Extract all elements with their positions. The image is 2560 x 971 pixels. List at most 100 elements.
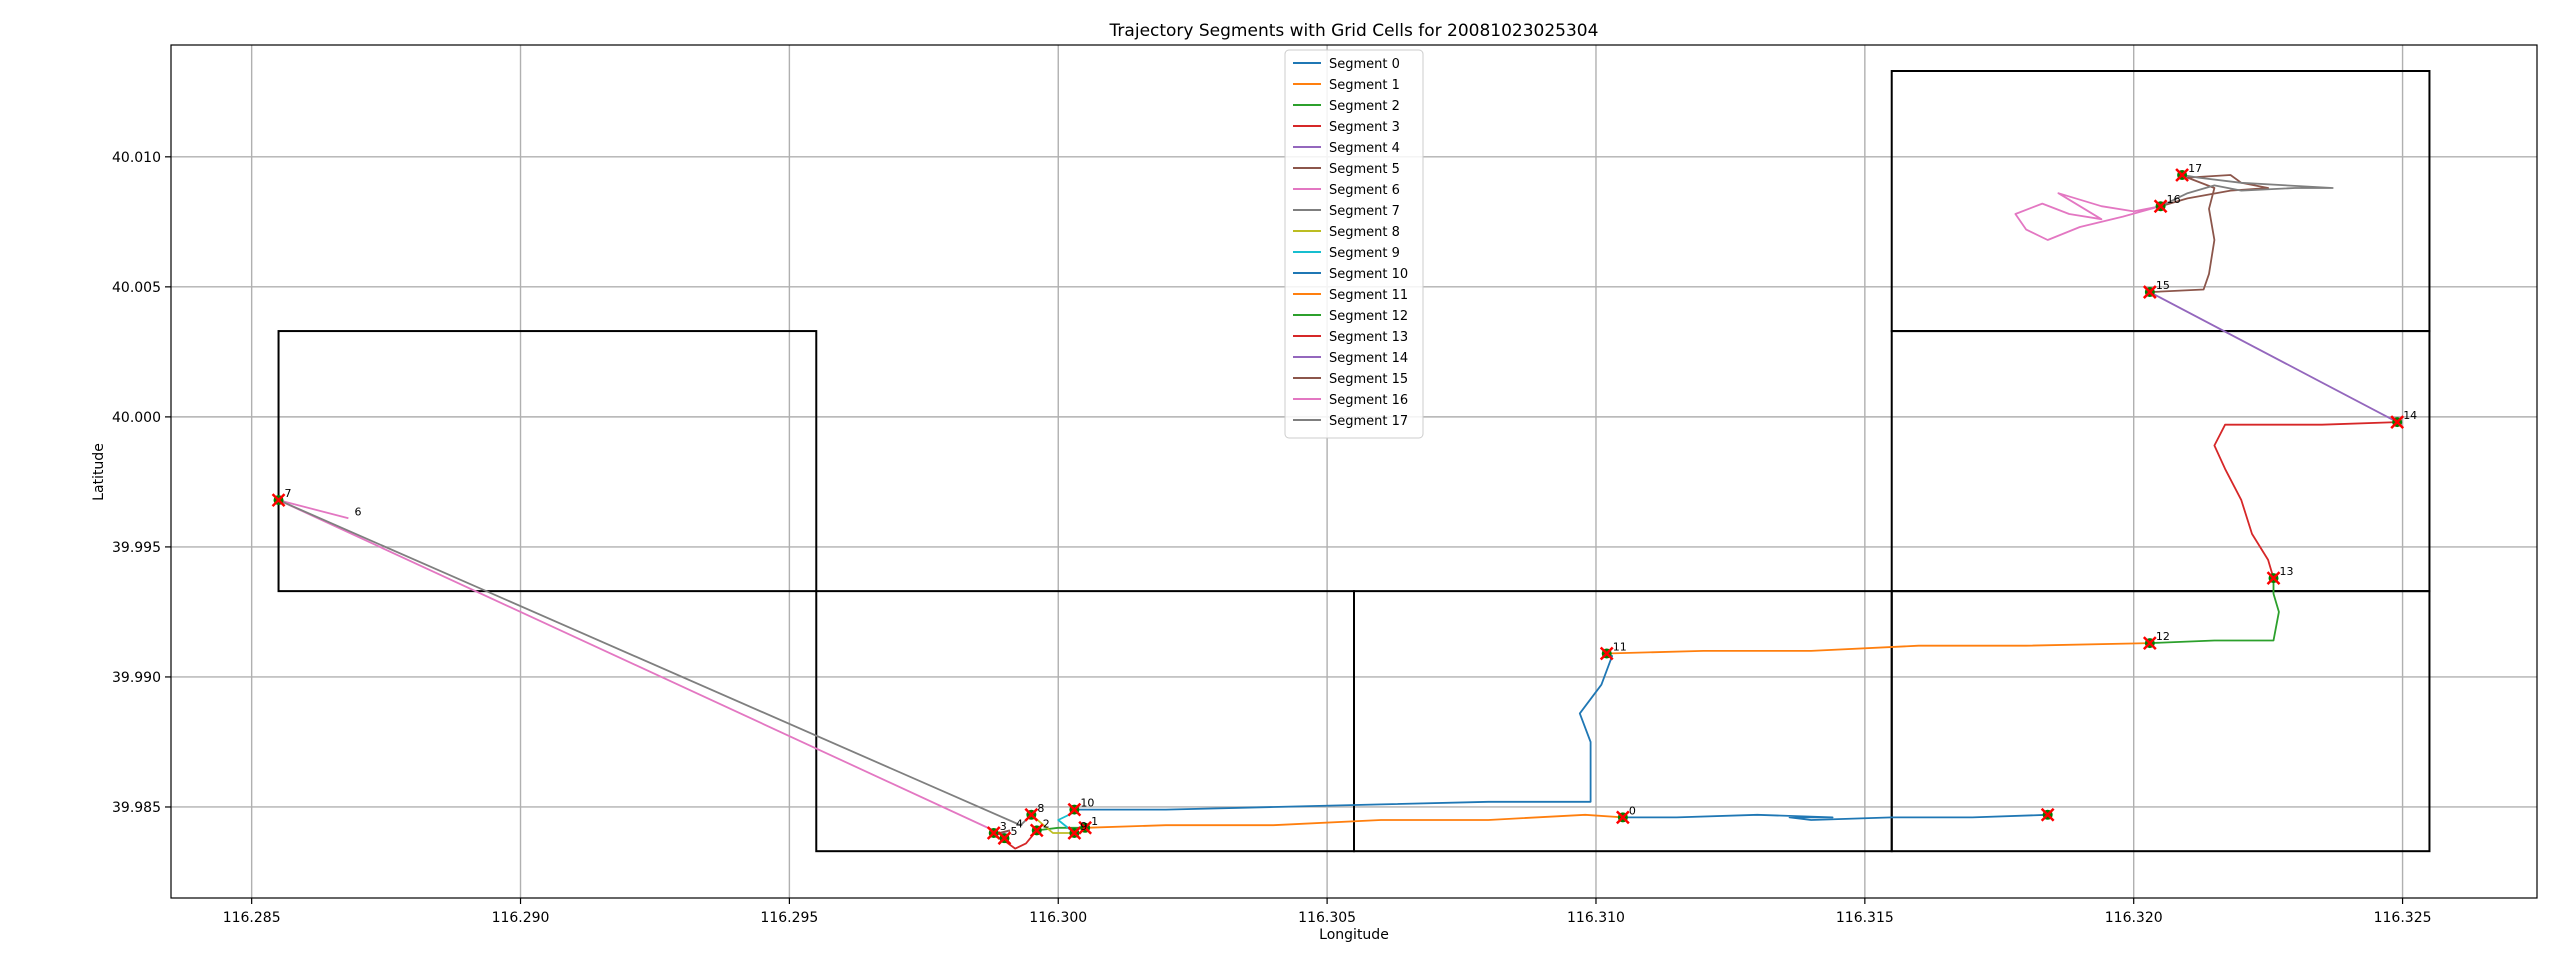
point-label-7: 7 <box>285 487 292 500</box>
point-label-3: 3 <box>1000 820 1007 833</box>
series-line-segment-12 <box>2149 578 2280 644</box>
end-marker-10 <box>2040 807 2055 822</box>
point-label-0: 0 <box>1629 804 1636 817</box>
point-label-8: 8 <box>1037 802 1044 815</box>
series-line-segment-7 <box>278 499 1033 827</box>
series-line-segment-11 <box>1606 642 2150 655</box>
series-line-segment-15 <box>2149 174 2270 293</box>
point-label-17: 17 <box>2188 162 2202 175</box>
legend-label-segment-2: Segment 2 <box>1329 99 1400 114</box>
end-marker-13 <box>2153 199 2168 214</box>
point-label-4: 4 <box>1016 817 1023 830</box>
end-marker-9 <box>1615 810 1630 825</box>
point-label-15: 15 <box>2156 279 2170 292</box>
legend-label-segment-12: Segment 12 <box>1329 309 1408 324</box>
end-marker-12 <box>2142 285 2157 299</box>
end-marker-3 <box>1024 807 1039 822</box>
point-label-6: 6 <box>354 505 361 518</box>
legend-label-segment-8: Segment 8 <box>1329 225 1400 240</box>
end-marker-0 <box>271 493 286 507</box>
end-marker-5 <box>1067 826 1082 840</box>
end-marker-4 <box>1029 823 1044 838</box>
y-tick-label: 40.005 <box>112 280 161 296</box>
y-axis-ticks: 39.985 39.990 39.995 40.000 40.005 40.010 <box>112 150 171 816</box>
x-tick-label: 116.285 <box>223 910 281 926</box>
grid-cell-5 <box>1890 70 2431 333</box>
series-line-segment-10 <box>1074 652 1613 811</box>
legend-label-segment-0: Segment 0 <box>1329 57 1400 72</box>
legend-label-segment-15: Segment 15 <box>1329 372 1408 387</box>
legend-label-segment-9: Segment 9 <box>1329 246 1400 261</box>
end-marker-1 <box>986 826 1001 840</box>
point-label-11: 11 <box>1613 641 1627 654</box>
legend-label-segment-11: Segment 11 <box>1329 288 1408 303</box>
y-tick-label: 39.990 <box>112 670 161 686</box>
point-label-2: 2 <box>1043 817 1050 830</box>
x-tick-label: 116.290 <box>492 910 550 926</box>
legend-label-segment-6: Segment 6 <box>1329 183 1400 198</box>
point-label-5: 5 <box>1010 825 1017 838</box>
point-label-1: 1 <box>1091 815 1098 828</box>
end-marker-11 <box>2142 636 2157 651</box>
x-axis-ticks: 116.285 116.290 116.295 116.300 116.305 116.3… <box>223 898 2432 926</box>
point-label-12: 12 <box>2156 630 2170 643</box>
point-label-14: 14 <box>2403 409 2417 422</box>
end-marker-15 <box>2266 571 2281 586</box>
x-tick-label: 116.300 <box>1029 910 1087 926</box>
series-line-segment-17 <box>2160 174 2334 208</box>
legend-label-segment-7: Segment 7 <box>1329 204 1400 219</box>
x-tick-label: 116.305 <box>1298 910 1356 926</box>
grid-cell-4 <box>1890 330 2431 593</box>
y-tick-label: 39.995 <box>112 540 161 556</box>
series-line-segment-16 <box>2014 192 2161 241</box>
legend-label-segment-1: Segment 1 <box>1329 78 1400 93</box>
x-axis-label: Longitude <box>1319 927 1389 943</box>
y-tick-label: 39.985 <box>112 800 161 816</box>
point-label-16: 16 <box>2167 193 2181 206</box>
series-line-segment-0 <box>1622 813 2048 821</box>
y-tick-label: 40.000 <box>112 410 161 426</box>
legend-label-segment-17: Segment 17 <box>1329 414 1408 429</box>
series-line-segment-13 <box>2213 421 2398 579</box>
point-label-10: 10 <box>1080 797 1094 810</box>
legend-label-segment-10: Segment 10 <box>1329 267 1408 282</box>
series-line-segment-1 <box>1085 813 1623 829</box>
end-marker-6 <box>1067 802 1082 817</box>
point-label-13: 13 <box>2280 565 2294 578</box>
grid-cells <box>277 70 2431 853</box>
series-line-segment-6 <box>277 499 1000 834</box>
end-marker-16 <box>2390 415 2405 429</box>
y-axis-label: Latitude <box>91 443 107 501</box>
legend: Segment 0 Segment 1 Segment 2 Segment 3 Segm… <box>1284 49 1424 439</box>
y-tick-label: 40.010 <box>112 150 161 166</box>
grid-cell-0 <box>277 330 818 593</box>
end-marker-7 <box>1078 820 1093 835</box>
end-marker-14 <box>2175 168 2189 182</box>
grid-cell-1 <box>815 590 1355 853</box>
point-label-9: 9 <box>1080 820 1087 833</box>
segment-markers <box>271 168 2405 846</box>
legend-label-segment-14: Segment 14 <box>1329 351 1408 366</box>
series-line-segment-5 <box>998 829 1011 834</box>
series-line-segment-14 <box>2149 291 2398 423</box>
end-marker-8 <box>1599 646 1614 661</box>
end-marker-2 <box>997 831 1012 846</box>
series-line-segment-8 <box>1030 814 1075 834</box>
legend-label-segment-13: Segment 13 <box>1329 330 1408 345</box>
chart-title: Trajectory Segments with Grid Cells for … <box>1109 21 1599 41</box>
grid-cell-2 <box>1353 590 1893 853</box>
x-tick-label: 116.310 <box>1567 910 1625 926</box>
legend-label-segment-16: Segment 16 <box>1329 393 1408 408</box>
plot-area-frame <box>170 44 2538 899</box>
series-line-segment-2 <box>1036 826 1086 832</box>
x-tick-label: 116.320 <box>2105 910 2163 926</box>
x-tick-label: 116.295 <box>760 910 818 926</box>
legend-label-segment-3: Segment 3 <box>1329 120 1400 135</box>
legend-label-segment-4: Segment 4 <box>1329 141 1400 156</box>
x-tick-label: 116.325 <box>2374 910 2432 926</box>
legend-label-segment-5: Segment 5 <box>1329 162 1400 177</box>
x-tick-label: 116.315 <box>1836 910 1894 926</box>
